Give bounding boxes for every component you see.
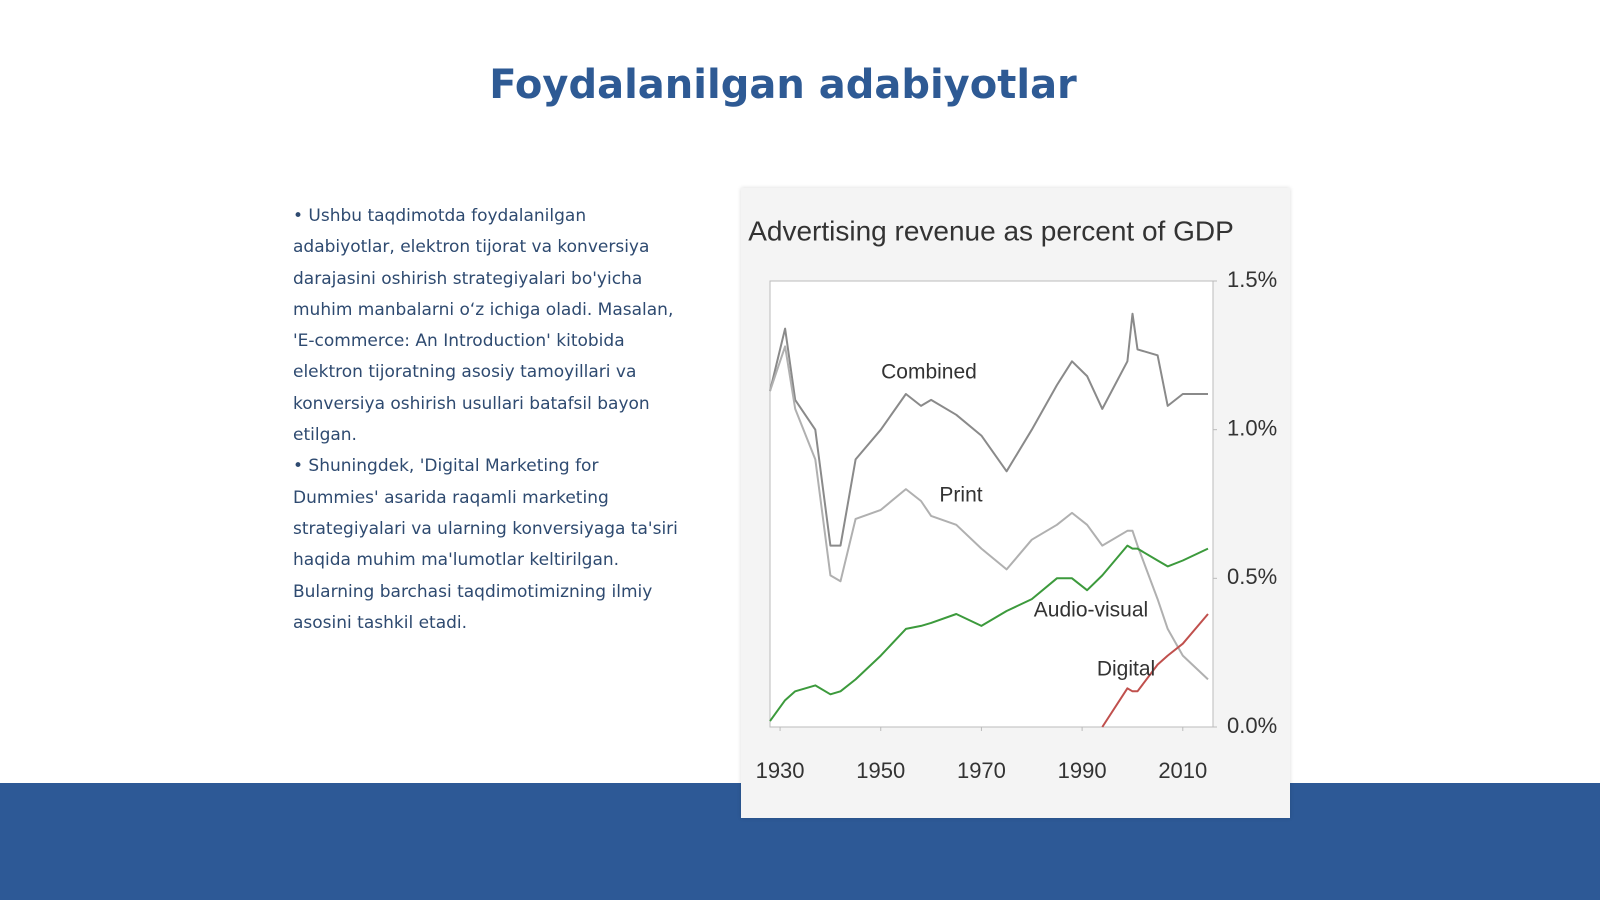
plot-frame: [769, 280, 1214, 728]
chart-image: Advertising revenue as percent of GDP 0.…: [741, 188, 1290, 818]
x-tick-label: 1970: [957, 758, 1006, 783]
series-label: Combined: [881, 361, 977, 384]
y-tick-label: 1.5%: [1227, 267, 1277, 292]
body-text: • Ushbu taqdimotda foydalanilgan adabiyo…: [293, 201, 688, 639]
y-tick-label: 1.0%: [1227, 415, 1277, 440]
x-tick-label: 1950: [856, 758, 905, 783]
series-label: Print: [939, 484, 982, 507]
y-tick-label: 0.0%: [1227, 713, 1277, 738]
chart: Advertising revenue as percent of GDP 0.…: [748, 215, 1277, 783]
x-tick-label: 1930: [756, 758, 805, 783]
series-label: Audio-visual: [1034, 599, 1148, 622]
series-line: [769, 544, 1209, 722]
series-label: Digital: [1097, 658, 1155, 681]
chart-title: Advertising revenue as percent of GDP: [748, 215, 1234, 246]
paragraph: • Shuningdek, 'Digital Marketing for Dum…: [293, 456, 678, 633]
series-line: [769, 345, 1209, 681]
paragraph: • Ushbu taqdimotda foydalanilgan adabiyo…: [293, 206, 674, 446]
slide-title: Foydalanilgan adabiyotlar: [489, 62, 1077, 108]
x-tick-label: 1990: [1058, 758, 1107, 783]
y-tick-label: 0.5%: [1227, 564, 1277, 589]
series-line: [1101, 613, 1209, 728]
x-tick-label: 2010: [1158, 758, 1207, 783]
series-line: [769, 312, 1208, 547]
